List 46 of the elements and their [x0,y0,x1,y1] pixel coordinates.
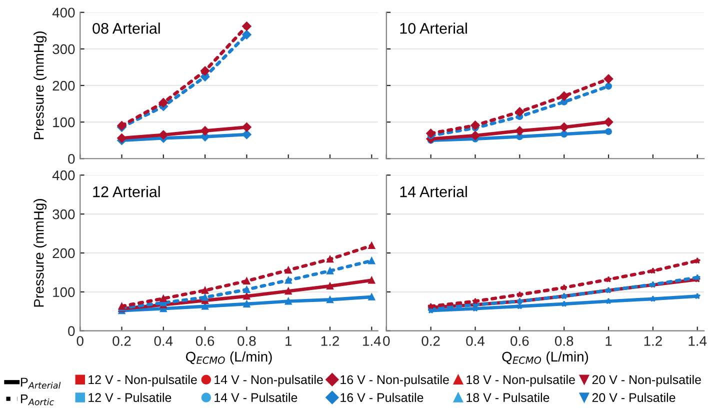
x-axis-title: Q$_{ECMO}$ (L/min) [502,351,588,364]
x-tick-label: 1.4 [363,336,381,346]
legend-label: 12 V - Pulsatile [88,392,172,402]
text: 10 Arterial [400,22,467,34]
y-tick-label: 0 [68,154,75,164]
legend-label: 20 V - Pulsatile [592,392,676,402]
x-tick-label: 1 [286,336,292,346]
x-tick-label: 1.2 [644,336,662,346]
x-tick-label: 0.2 [112,336,131,346]
legend-label: 14 V - Non-pulsatile [214,374,323,387]
text: 12 Arterial [93,186,160,198]
x-tick-label: 0.4 [154,336,173,346]
legend-label: 16 V - Non-pulsatile [340,374,449,387]
y-tick-label: 200 [52,248,75,258]
x-tick-label: 0 [76,336,84,346]
y-tick-label: 0 [68,326,75,336]
y-tick-label: 300 [52,209,75,220]
x-tick-label: 0 [383,336,390,346]
x-tick-label: 0.8 [238,336,256,346]
y-tick-label: 300 [52,44,75,54]
text: 08 Arterial [92,22,160,34]
legend-label: P$_{Aortic}$ [21,394,54,406]
x-tick-label: 0.8 [554,336,574,346]
y-axis-title: Pressure (mmHg) [34,199,47,307]
legend-label: 18 V - Pulsatile [466,392,550,402]
x-tick-label: 1.2 [321,336,339,346]
legend-label: 18 V - Non-pulsatile [466,374,575,387]
y-tick-label: 100 [53,117,75,128]
x-axis-title: Q$_{ECMO}$ (L/min) [186,351,272,364]
y-tick-label: 400 [52,8,75,18]
legend-label: 16 V - Pulsatile [340,392,424,402]
y-tick-label: 400 [52,170,75,180]
x-tick-label: 0.6 [196,336,214,346]
x-tick-label: 0.2 [422,336,440,346]
y-tick-label: 200 [52,80,75,91]
y-axis-title: Pressure (mmHg) [34,32,47,140]
text: 14 Arterial [400,186,467,198]
legend-label: 14 V - Pulsatile [214,392,298,402]
y-tick-label: 100 [53,287,75,298]
legend-label: 20 V - Non-pulsatile [592,374,701,387]
x-tick-label: 0.4 [466,336,484,346]
x-tick-label: 1 [606,336,612,346]
legend-label: P$_{Arterial}$ [21,378,61,389]
legend-label: 12 V - Non-pulsatile [88,374,197,387]
x-tick-label: 1.4 [688,336,707,346]
x-tick-label: 0.6 [510,336,529,346]
